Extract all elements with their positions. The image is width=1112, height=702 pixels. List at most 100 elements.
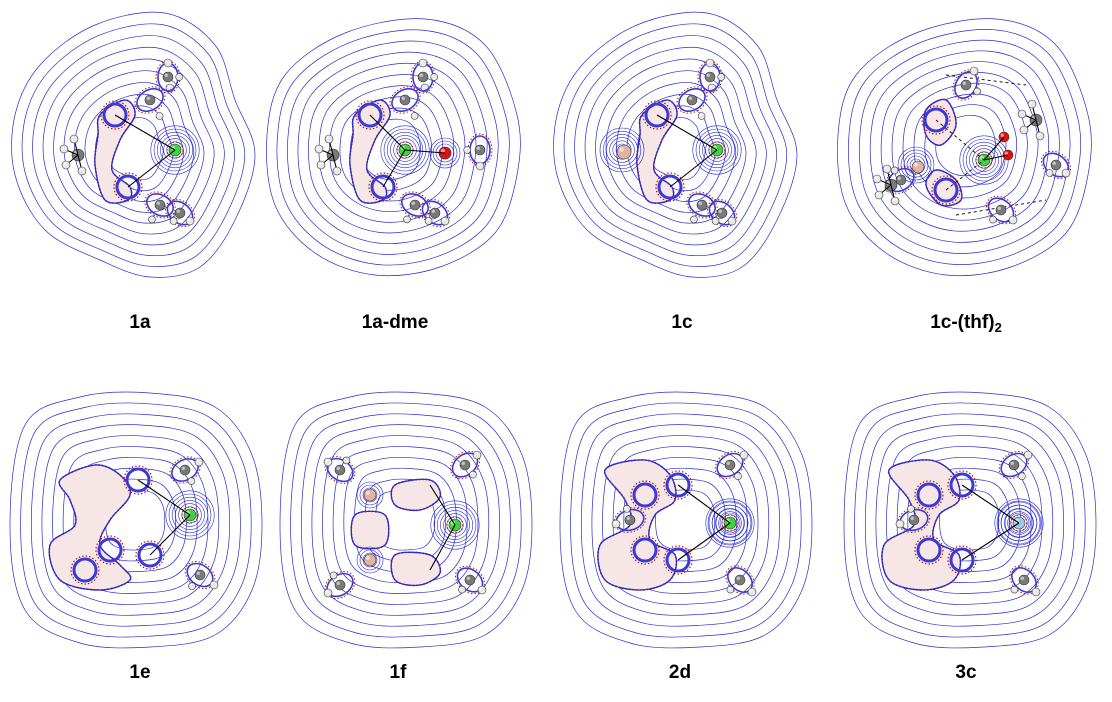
atom-highlight — [897, 176, 901, 180]
hydrogen-atom — [727, 216, 737, 226]
basin-ring — [430, 500, 480, 550]
atom-highlight — [325, 459, 328, 462]
label-1c: 1c — [671, 312, 693, 333]
contour-line — [297, 51, 488, 245]
n-density-dots — [630, 480, 660, 510]
basin-ring — [386, 131, 424, 169]
atom-highlight — [974, 88, 978, 92]
label-1a-dme: 1a-dme — [361, 312, 429, 333]
n-density-ring — [632, 482, 658, 508]
panel-1a — [0, 5, 270, 285]
atom-highlight — [727, 587, 731, 590]
atom-sphere — [704, 71, 716, 83]
contour-line — [605, 70, 747, 224]
n-density-ring — [923, 107, 949, 133]
atom-highlight — [1000, 133, 1004, 137]
atom-highlight — [404, 216, 407, 220]
atom-sphere — [1023, 450, 1033, 460]
basin-ring — [705, 138, 729, 162]
n-density-ring — [657, 174, 683, 200]
boron-atom — [911, 160, 925, 174]
basin-ring — [390, 135, 420, 165]
atom-sphere — [960, 79, 972, 91]
contour-lines — [11, 11, 256, 278]
atom-highlight — [464, 147, 468, 150]
n-density-ring — [102, 102, 128, 128]
atom-highlight — [1025, 452, 1028, 455]
basin-ring — [435, 143, 455, 163]
metal-density-dots — [446, 516, 464, 534]
contour-line — [848, 29, 1082, 265]
contour-line — [311, 424, 500, 616]
carbon-atom — [1018, 574, 1030, 586]
carbon-atom — [734, 574, 746, 586]
contour-lines — [266, 18, 521, 277]
basin-ring — [962, 138, 1006, 182]
ch-basin — [136, 88, 164, 112]
contour-lines — [9, 391, 263, 649]
basin-ring — [380, 125, 430, 175]
density-lobe — [390, 478, 442, 512]
atom-sphere — [314, 144, 324, 154]
contour-line — [53, 58, 215, 235]
n-density-dots — [630, 535, 660, 565]
carbon-atom — [459, 459, 471, 471]
hydrogen-atom — [1045, 169, 1054, 177]
n-density-dots — [642, 100, 672, 130]
basin-ring — [900, 149, 932, 181]
atom-highlight — [707, 60, 710, 63]
basin-ring — [965, 141, 1003, 179]
atom-highlight — [187, 218, 191, 222]
hydrogen-atom — [973, 87, 981, 96]
atom-highlight — [626, 516, 630, 520]
atom-sphere — [69, 134, 79, 144]
atom-highlight — [1029, 101, 1032, 104]
hydrogen-atom — [882, 164, 892, 174]
atom-sphere — [727, 216, 737, 226]
hydrogen-atom — [163, 58, 173, 68]
atom-sphere — [169, 217, 178, 225]
basin-ring — [359, 549, 381, 571]
lobe-outline — [350, 510, 390, 550]
atom-sphere — [463, 146, 471, 154]
density-lobe — [923, 98, 957, 147]
atom-sphere — [1008, 215, 1018, 225]
basin-ring — [433, 503, 477, 547]
atom-sphere — [908, 514, 920, 526]
contour-line — [290, 402, 522, 638]
n-density-dots — [947, 545, 977, 575]
atom-sphere — [895, 174, 907, 186]
basin-ring — [178, 503, 202, 527]
atom-sphere — [477, 585, 487, 595]
atom-highlight — [897, 521, 900, 524]
metal-density-dots — [166, 141, 184, 159]
atom-highlight — [735, 473, 738, 477]
atom-highlight — [718, 74, 722, 77]
hydrogen-atom — [418, 58, 428, 68]
metal-density-dots — [396, 141, 414, 159]
atom-highlight — [874, 176, 877, 180]
atom-sphere — [611, 519, 621, 529]
hydrogen-atom — [969, 66, 979, 76]
carbon-atom — [399, 94, 411, 106]
atom-highlight — [749, 589, 752, 592]
bond — [677, 522, 731, 561]
atom-sphere — [342, 456, 351, 465]
hydrogen-atom — [1010, 585, 1019, 594]
carbon-atom — [154, 199, 166, 211]
atom-sphere — [464, 574, 476, 586]
basin-ring — [1008, 512, 1030, 534]
basin-ring — [356, 546, 384, 574]
hydrogen-atom — [185, 216, 195, 226]
hydrogen-atom — [726, 585, 735, 594]
basin-ring — [359, 484, 381, 506]
atom-sphere — [148, 215, 156, 224]
hydrogen-atom — [323, 588, 333, 598]
n-density-dots — [70, 555, 100, 585]
atom-highlight — [461, 461, 465, 465]
n-density-dots — [931, 175, 961, 205]
atom-sphere — [724, 459, 736, 471]
atom-highlight — [442, 218, 445, 222]
density-lobe — [93, 99, 136, 204]
label-1c-thf2-sub: 2 — [994, 320, 1002, 335]
